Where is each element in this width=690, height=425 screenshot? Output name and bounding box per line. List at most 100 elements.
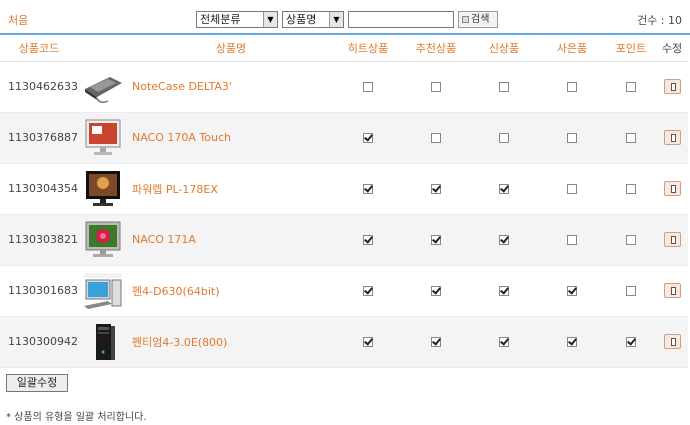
search-button-label: 검색: [471, 14, 490, 25]
hit-checkbox[interactable]: [363, 133, 373, 143]
gift-checkbox[interactable]: [567, 82, 577, 92]
edit-icon[interactable]: [663, 181, 681, 196]
product-name-link[interactable]: 펜티엄4-3.0E(800): [128, 316, 334, 368]
recommend-cell: [402, 61, 470, 113]
table-row: 1130462633 NoteCase DELTA3': [0, 61, 688, 113]
point-checkbox[interactable]: [626, 82, 636, 92]
point-checkbox[interactable]: [626, 184, 636, 194]
new-cell: [470, 316, 538, 368]
recommend-cell: [402, 112, 470, 164]
gift-cell: [538, 61, 606, 113]
point-cell: [606, 61, 656, 113]
header-divider: [0, 33, 690, 35]
point-cell: [606, 214, 656, 266]
product-table: 상품코드 상품명 히트상품 추천상품 신상품 사은품 포인트 수정 113046…: [0, 35, 688, 368]
table-row: 1130304354 파워렙 PL-178EX: [0, 163, 688, 215]
product-name-link[interactable]: 파워렙 PL-178EX: [128, 163, 334, 215]
hit-cell: [334, 316, 402, 368]
table-header-row: 상품코드 상품명 히트상품 추천상품 신상품 사은품 포인트 수정: [0, 35, 688, 62]
product-thumbnail[interactable]: [78, 316, 128, 368]
product-name-link[interactable]: 펜4-D630(64bit): [128, 265, 334, 317]
point-cell: [606, 112, 656, 164]
recommend-checkbox[interactable]: [431, 133, 441, 143]
gift-checkbox[interactable]: [567, 235, 577, 245]
new-cell: [470, 61, 538, 113]
search-icon: [462, 16, 469, 23]
hit-cell: [334, 112, 402, 164]
table-row: 1130301683 펜4-D630(64bit): [0, 265, 688, 317]
gift-checkbox[interactable]: [567, 133, 577, 143]
hit-checkbox[interactable]: [363, 82, 373, 92]
product-code: 1130462633: [0, 61, 78, 113]
col-hit: 히트상품: [334, 35, 402, 62]
product-thumbnail[interactable]: [78, 61, 128, 113]
product-thumbnail[interactable]: [78, 163, 128, 215]
field-select-value: 상품명: [286, 13, 317, 26]
product-code: 1130300942: [0, 316, 78, 368]
point-checkbox[interactable]: [626, 235, 636, 245]
new-checkbox[interactable]: [499, 286, 509, 296]
product-name-link[interactable]: NACO 170A Touch: [128, 112, 334, 164]
product-code: 1130301683: [0, 265, 78, 317]
category-select-value: 전체분류: [200, 13, 241, 26]
new-cell: [470, 163, 538, 215]
gift-checkbox[interactable]: [567, 286, 577, 296]
product-thumbnail[interactable]: [78, 214, 128, 266]
home-link[interactable]: 처음: [8, 14, 29, 27]
recommend-checkbox[interactable]: [431, 286, 441, 296]
table-row: 1130303821 NACO 171A: [0, 214, 688, 266]
new-checkbox[interactable]: [499, 184, 509, 194]
gift-checkbox[interactable]: [567, 184, 577, 194]
product-code: 1130304354: [0, 163, 78, 215]
product-name-link[interactable]: NACO 171A: [128, 214, 334, 266]
edit-cell: [656, 316, 688, 368]
new-checkbox[interactable]: [499, 82, 509, 92]
recommend-cell: [402, 316, 470, 368]
product-code: 1130303821: [0, 214, 78, 266]
recommend-checkbox[interactable]: [431, 235, 441, 245]
point-checkbox[interactable]: [626, 337, 636, 347]
chevron-down-icon[interactable]: ▼: [329, 12, 343, 27]
hit-cell: [334, 61, 402, 113]
point-checkbox[interactable]: [626, 133, 636, 143]
edit-icon[interactable]: [663, 283, 681, 298]
edit-icon[interactable]: [663, 79, 681, 94]
edit-cell: [656, 214, 688, 266]
product-thumbnail[interactable]: [78, 112, 128, 164]
search-button[interactable]: 검색: [458, 11, 498, 28]
bulk-edit-button[interactable]: 일괄수정: [6, 374, 68, 392]
hit-checkbox[interactable]: [363, 337, 373, 347]
edit-icon[interactable]: [663, 334, 681, 349]
new-checkbox[interactable]: [499, 235, 509, 245]
field-select[interactable]: 상품명 ▼: [282, 11, 344, 28]
new-cell: [470, 265, 538, 317]
edit-icon[interactable]: [663, 130, 681, 145]
hit-checkbox[interactable]: [363, 286, 373, 296]
gift-cell: [538, 316, 606, 368]
hit-cell: [334, 163, 402, 215]
point-checkbox[interactable]: [626, 286, 636, 296]
edit-icon[interactable]: [663, 232, 681, 247]
new-checkbox[interactable]: [499, 133, 509, 143]
hit-cell: [334, 214, 402, 266]
product-name-link[interactable]: NoteCase DELTA3': [128, 61, 334, 113]
new-checkbox[interactable]: [499, 337, 509, 347]
new-cell: [470, 214, 538, 266]
recommend-checkbox[interactable]: [431, 337, 441, 347]
category-select[interactable]: 전체분류 ▼: [196, 11, 278, 28]
point-cell: [606, 316, 656, 368]
gift-cell: [538, 163, 606, 215]
hit-checkbox[interactable]: [363, 184, 373, 194]
gift-checkbox[interactable]: [567, 337, 577, 347]
chevron-down-icon[interactable]: ▼: [263, 12, 277, 27]
product-thumbnail[interactable]: [78, 265, 128, 317]
bulk-edit-note: * 상품의 유형을 일괄 처리합니다.: [6, 412, 147, 423]
recommend-checkbox[interactable]: [431, 184, 441, 194]
hit-checkbox[interactable]: [363, 235, 373, 245]
search-input[interactable]: [348, 11, 454, 28]
edit-cell: [656, 163, 688, 215]
result-count: 건수 : 10: [637, 14, 682, 27]
table-row: 1130300942 펜티엄4-3.0E(800): [0, 316, 688, 368]
recommend-checkbox[interactable]: [431, 82, 441, 92]
recommend-cell: [402, 214, 470, 266]
